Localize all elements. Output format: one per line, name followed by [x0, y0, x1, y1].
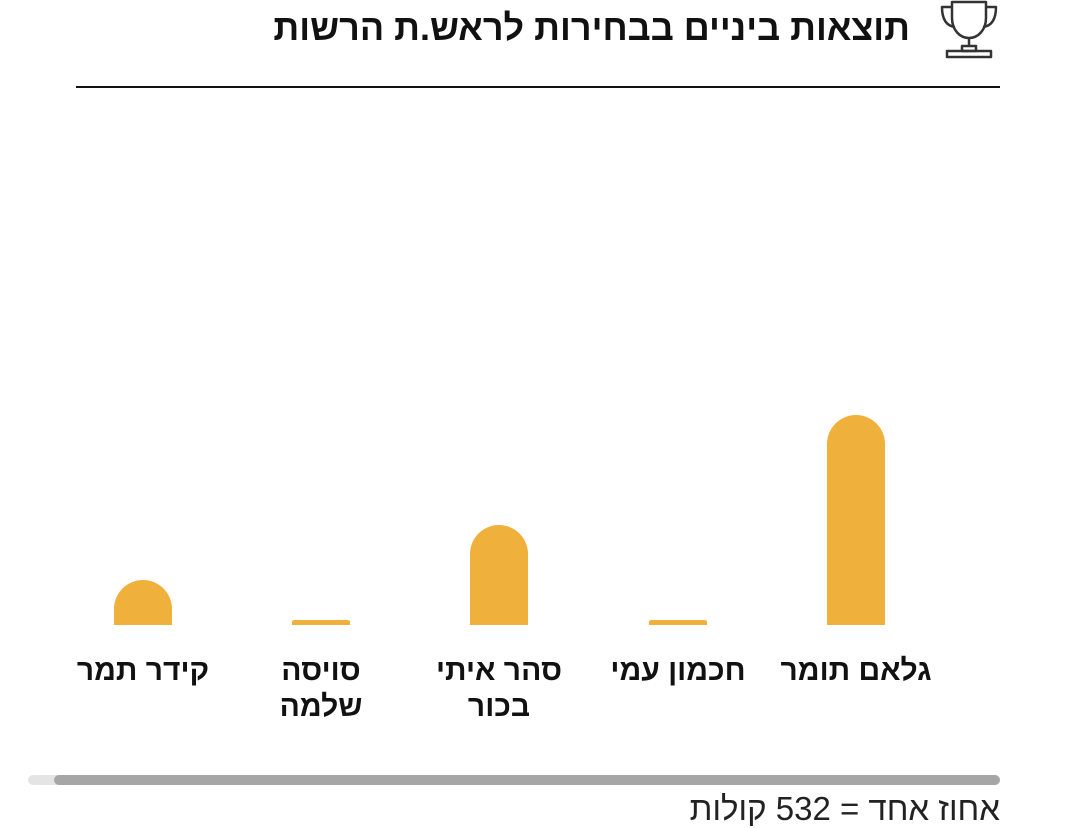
- header-divider: [76, 86, 1000, 88]
- bar: [114, 580, 172, 625]
- category-label: סויסה: [281, 654, 360, 687]
- category-label: סהר איתי: [436, 654, 562, 687]
- category-label: קידר תמר: [77, 654, 209, 687]
- category-label: שלמה: [280, 690, 363, 723]
- bar: [470, 525, 528, 625]
- scrollbar-thumb[interactable]: [54, 775, 1000, 785]
- vote-note: אחוז אחד = 532 קולות: [689, 790, 1000, 827]
- category-label: גלאם תומר: [781, 654, 932, 687]
- category-label: בכור: [468, 690, 530, 723]
- bar: [292, 620, 350, 625]
- chart-header: תוצאות ביניים בבחירות לראש.ת הרשות: [76, 0, 1000, 88]
- chart-title: תוצאות ביניים בבחירות לראש.ת הרשות: [273, 7, 910, 48]
- bar: [649, 620, 707, 625]
- horizontal-scrollbar[interactable]: [28, 775, 1000, 785]
- category-label: חכמון עמי: [610, 654, 745, 687]
- bar: [827, 415, 885, 625]
- trophy-icon: [940, 0, 998, 59]
